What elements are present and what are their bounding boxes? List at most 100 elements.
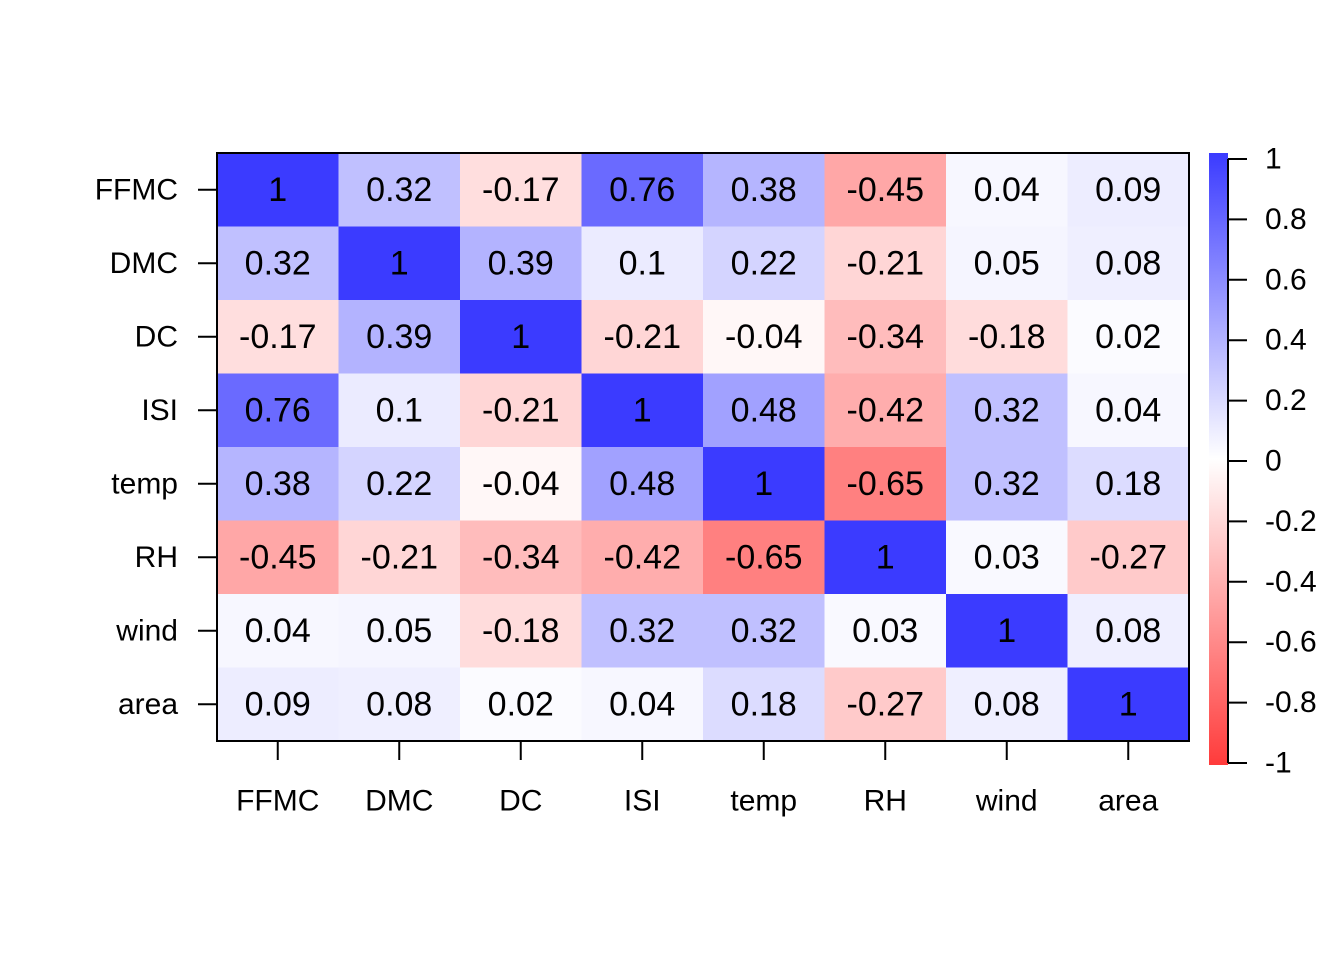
cell-value-label: 0.39 [488, 244, 554, 282]
heatmap-cell [946, 447, 1068, 521]
heatmap-cell [581, 373, 704, 448]
heatmap-cell [703, 373, 825, 448]
cell-value-label: 0.04 [609, 685, 675, 723]
cell-value-label: 0.02 [1095, 318, 1161, 356]
y-tick-label: ISI [141, 394, 178, 427]
heatmap-cells [217, 153, 1190, 742]
heatmap-cell [1067, 226, 1190, 301]
cell-value-label: 0.48 [731, 391, 797, 429]
cell-value-label: 0.38 [731, 171, 797, 209]
cell-value-label: 1 [633, 391, 652, 429]
heatmap-cell [824, 667, 947, 742]
heatmap-cell [1067, 373, 1190, 448]
cell-value-label: 0.04 [245, 612, 311, 650]
heatmap-cell [217, 447, 339, 521]
heatmap-cell [824, 447, 947, 521]
color-legend-ticks: 1 0.8 0.6 0.4 0.2 0 -0.2 -0.4 -0.6 -0.8 -1 [1227, 143, 1317, 780]
heatmap-cell [460, 226, 582, 301]
heatmap-cell [703, 667, 825, 742]
color-legend-tick-label: 0 [1265, 445, 1282, 478]
cell-value-label: -0.04 [725, 318, 803, 356]
heatmap-cell [824, 226, 947, 301]
x-tick-label: temp [730, 785, 797, 818]
cell-value-label: 1 [390, 244, 409, 282]
cell-value-label: -0.42 [847, 391, 925, 429]
cell-value-label: 0.02 [488, 685, 554, 723]
heatmap-cell [338, 300, 461, 374]
cell-value-label: -0.17 [482, 171, 560, 209]
heatmap-cell [1067, 520, 1190, 595]
heatmap-cell [703, 520, 825, 595]
plot-frame [216, 152, 1190, 742]
heatmap-cell [581, 520, 704, 595]
heatmap-cell [946, 373, 1068, 448]
x-tick-label: FFMC [236, 785, 319, 818]
cell-value-label: -0.27 [847, 685, 925, 723]
x-tick-label: area [1098, 785, 1158, 818]
cell-value-label: 0.32 [974, 391, 1040, 429]
cell-value-label: -0.18 [968, 318, 1046, 356]
cell-value-label: -0.21 [361, 538, 439, 576]
cell-value-label: 0.09 [1095, 171, 1161, 209]
cell-value-label: -0.65 [847, 465, 925, 503]
heatmap-cell [581, 153, 704, 227]
color-legend-tick-label: 0.2 [1265, 384, 1307, 417]
cell-value-label: -0.18 [482, 612, 560, 650]
heatmap-cell [824, 594, 947, 668]
cell-value-label: 0.03 [852, 612, 918, 650]
heatmap-cell [460, 373, 582, 448]
heatmap-cell [824, 300, 947, 374]
y-tick-label: temp [111, 467, 178, 500]
cell-value-label: 0.32 [366, 171, 432, 209]
heatmap-cell [460, 520, 582, 595]
color-legend-tick-label: 0.8 [1265, 203, 1307, 236]
heatmap-cell [338, 153, 461, 227]
cell-value-label: 0.08 [1095, 612, 1161, 650]
heatmap-cell [946, 226, 1068, 301]
heatmap-cell-labels: 1 0.32 -0.17 0.76 0.38 -0.45 0.04 0.09 0.32 1 0.39… [239, 171, 1167, 724]
heatmap-cell [946, 667, 1068, 742]
cell-value-label: 0.03 [974, 538, 1040, 576]
cell-value-label: 0.08 [366, 685, 432, 723]
color-legend-tick-label: -0.6 [1265, 626, 1317, 659]
cell-value-label: -0.17 [239, 318, 317, 356]
heatmap-cell [1067, 667, 1190, 742]
cell-value-label: 0.32 [609, 612, 675, 650]
heatmap-cell [703, 300, 825, 374]
heatmap-cell [217, 594, 339, 668]
x-tick-label: DC [499, 785, 542, 818]
cell-value-label: -0.45 [847, 171, 925, 209]
heatmap-cell [460, 153, 582, 227]
cell-value-label: 0.18 [731, 685, 797, 723]
heatmap-cell [703, 447, 825, 521]
heatmap-cell [1067, 153, 1190, 227]
heatmap-cell [460, 667, 582, 742]
color-legend-tick-label: -0.4 [1265, 565, 1317, 598]
cell-value-label: 0.39 [366, 318, 432, 356]
heatmap-cell [703, 226, 825, 301]
color-legend-gradient [1209, 153, 1228, 765]
color-legend-tick-label: -0.8 [1265, 686, 1317, 719]
cell-value-label: 1 [876, 538, 895, 576]
x-tick-label: ISI [624, 785, 661, 818]
heatmap-cell [581, 667, 704, 742]
cell-value-label: 0.18 [1095, 465, 1161, 503]
cell-value-label: -0.34 [482, 538, 560, 576]
cell-value-label: 0.04 [974, 171, 1040, 209]
cell-value-label: 0.05 [366, 612, 432, 650]
heatmap-cell [460, 300, 582, 374]
heatmap-cell [946, 153, 1068, 227]
heatmap-cell [703, 153, 825, 227]
cell-value-label: -0.45 [239, 538, 317, 576]
heatmap-cell [338, 226, 461, 301]
cell-value-label: -0.27 [1090, 538, 1168, 576]
heatmap-cell [824, 520, 947, 595]
heatmap-cell [217, 667, 339, 742]
cell-value-label: -0.65 [725, 538, 803, 576]
y-tick-label: DC [135, 320, 178, 353]
cell-value-label: 0.32 [245, 244, 311, 282]
cell-value-label: 1 [754, 465, 773, 503]
cell-value-label: 0.09 [245, 685, 311, 723]
cell-value-label: 0.76 [245, 391, 311, 429]
x-tick-label: RH [864, 785, 907, 818]
